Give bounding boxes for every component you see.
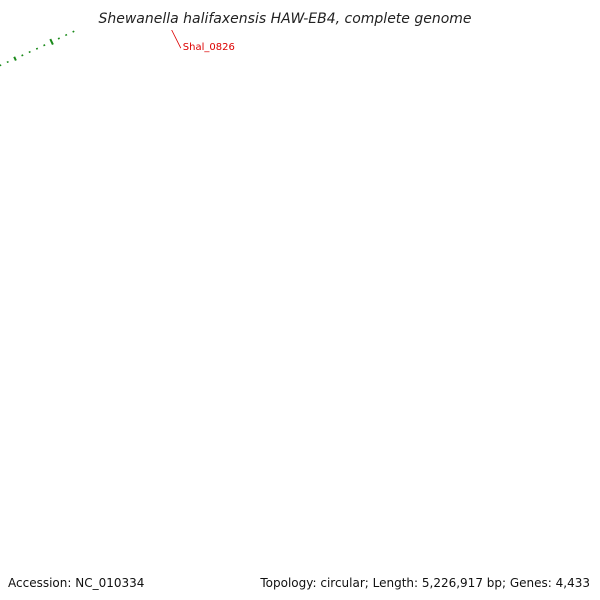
gene-label[interactable]: Shal_0826 bbox=[183, 42, 235, 53]
tick-mark bbox=[6, 60, 9, 64]
title-backdrop bbox=[0, 0, 600, 30]
tick-mark bbox=[0, 64, 2, 67]
tick-mark bbox=[13, 56, 17, 61]
tick-mark bbox=[21, 54, 24, 57]
tick-mark bbox=[35, 47, 39, 50]
tick-mark bbox=[64, 33, 68, 37]
tick-mark bbox=[57, 37, 61, 40]
tick-mark bbox=[72, 30, 75, 33]
genome-summary-text: Topology: circular; Length: 5,226,917 bp… bbox=[259, 576, 590, 590]
accession-text: Accession: NC_010334 bbox=[8, 576, 144, 590]
tick-mark bbox=[28, 50, 31, 54]
footer-backdrop bbox=[0, 572, 600, 600]
tick-mark bbox=[49, 38, 54, 46]
map-title: Shewanella halifaxensis HAW-EB4, complet… bbox=[98, 11, 471, 27]
tick-mark bbox=[43, 44, 46, 47]
